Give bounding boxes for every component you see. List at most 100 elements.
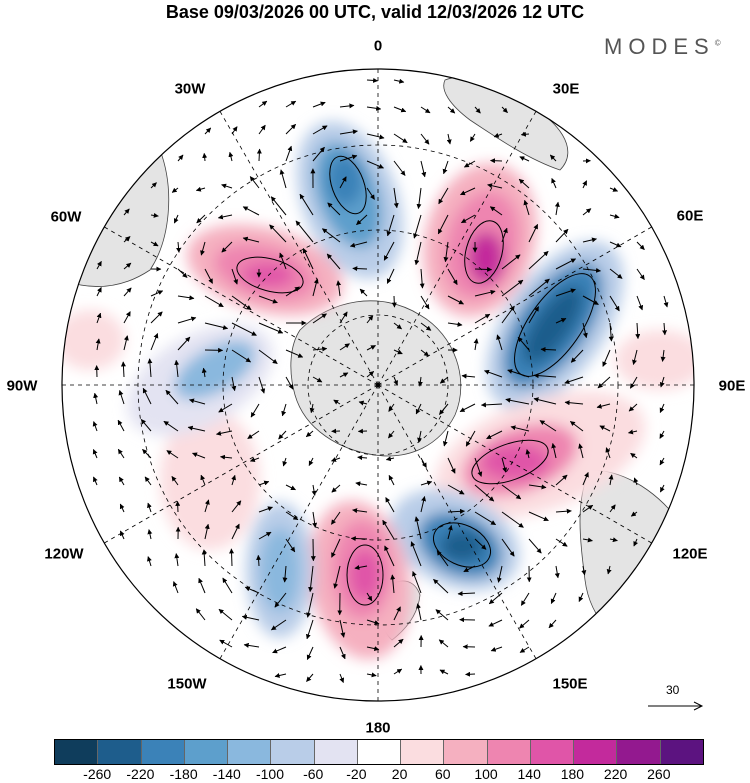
pos-anomaly-180 (308, 500, 412, 660)
wind-vector-arrow (496, 334, 503, 351)
wind-vector-arrow (366, 619, 380, 625)
wind-vector-arrow (312, 125, 328, 135)
wind-vector-arrow (581, 565, 587, 576)
wind-vector-arrow (218, 403, 233, 413)
wind-vector-arrow (393, 606, 401, 621)
reference-vector-arrow (648, 701, 704, 711)
wind-vector-arrow (302, 248, 314, 270)
wind-vector-arrow (420, 322, 432, 331)
wind-vector-arrow (258, 295, 278, 304)
wind-vector-arrow (414, 241, 422, 266)
colorbar-segment (487, 740, 531, 764)
graticule (62, 69, 694, 701)
wind-vector-arrow (518, 178, 530, 189)
wind-vector-arrow (222, 577, 233, 594)
wind-vector-arrow (420, 106, 431, 114)
wind-vector-arrow (463, 565, 476, 573)
wind-vector-arrow (388, 430, 395, 439)
neg-anomaly-150w (246, 502, 314, 638)
wind-vector-arrow (659, 484, 665, 493)
colorbar-tick-label: -100 (255, 766, 285, 782)
wind-vector-arrow (605, 447, 611, 459)
wind-vector-arrow (270, 619, 287, 631)
wind-vector-arrow (469, 133, 476, 142)
wind-vector-arrow (352, 266, 368, 272)
wind-vector-arrow (582, 537, 593, 543)
wind-vector-arrow (231, 376, 237, 392)
wind-vector-arrow (385, 456, 395, 462)
wind-vector-arrow (150, 333, 159, 351)
wind-vector-arrow (175, 500, 181, 513)
wind-vector-arrow (596, 403, 611, 409)
wind-vector-arrow (551, 443, 557, 459)
wind-vector-arrow (474, 289, 496, 297)
wind-vector-arrow (330, 511, 341, 525)
colorbar-segment (660, 740, 703, 764)
wind-vector-arrow (609, 268, 623, 279)
wind-vector-arrow (93, 392, 99, 405)
wind-vector-arrow (414, 516, 422, 540)
wind-vector-arrow (393, 376, 398, 386)
wind-vector-arrow (447, 457, 456, 474)
wind-vector-arrow (539, 420, 557, 432)
reference-vector-label: 30 (666, 683, 680, 697)
colorbar-segment (530, 740, 575, 764)
wind-vector-arrow (221, 183, 233, 189)
antarctica-landmass (290, 300, 462, 457)
lon-label-150e: 150E (552, 675, 588, 693)
wind-vector-arrow (393, 322, 402, 330)
lon-label-60w: 60W (50, 208, 82, 226)
wind-vector-arrow (663, 295, 669, 308)
lon-label-30w: 30W (174, 80, 206, 98)
wind-vector-arrow (528, 278, 550, 297)
pos-anomaly-outer-90e (615, 330, 694, 390)
lon-label-150w: 150W (167, 675, 207, 693)
wind-vector-arrow (195, 608, 206, 621)
wind-vector-arrow (582, 237, 597, 243)
wind-vector-arrow (447, 106, 456, 114)
wind-vector-arrow (578, 592, 584, 602)
wind-vector-arrow (312, 278, 319, 297)
wind-vector-arrow (312, 313, 327, 324)
wind-vector-arrow (564, 376, 584, 385)
wind-vector-arrow (150, 212, 159, 218)
wind-vector-arrow (366, 187, 375, 200)
wind-vector-arrow (117, 419, 125, 432)
wind-vector-arrow (555, 538, 568, 547)
wind-vector-arrow (142, 449, 152, 459)
wind-vector-arrow (96, 260, 102, 270)
wind-vector-arrow (285, 100, 297, 108)
wind-vector-arrow (163, 420, 179, 432)
wind-vector-arrow (219, 639, 233, 648)
wind-vector-arrow (438, 187, 449, 205)
wind-vector-arrow (147, 556, 152, 567)
wind-vector-arrow (528, 251, 549, 270)
wind-vector-arrow (412, 571, 422, 594)
wind-vector-arrow (393, 133, 408, 144)
wind-vector-arrow (274, 592, 287, 608)
wind-vector-arrow (231, 523, 240, 540)
wind-vector-arrow (339, 619, 346, 638)
wind-vector-arrow (520, 592, 530, 606)
wind-vector-arrow (177, 316, 197, 324)
wind-vector-arrow (357, 455, 368, 461)
wind-vector-arrow (446, 133, 452, 145)
colorbar-tick-label: -140 (212, 766, 241, 782)
wind-vector-arrow (366, 371, 375, 378)
wind-vector-arrow (195, 186, 206, 192)
wind-vector-arrow (247, 430, 260, 440)
wind-vector-arrow (285, 123, 296, 135)
wind-vector-arrow (242, 206, 260, 216)
wind-vector-arrow (390, 574, 396, 594)
wind-vector-arrow (420, 133, 430, 145)
wind-vector-arrow (548, 619, 557, 629)
wind-vector-arrow (366, 315, 374, 324)
colorbar-segment (401, 740, 445, 764)
neg-anomaly-135e (390, 489, 520, 591)
wind-vector-arrow (461, 373, 476, 379)
wind-vector-arrow (355, 481, 368, 487)
wind-vector-arrow (231, 322, 257, 336)
map-boundary (61, 68, 695, 702)
wind-vector-arrow (447, 268, 458, 286)
wind-vector-arrow (331, 484, 341, 493)
